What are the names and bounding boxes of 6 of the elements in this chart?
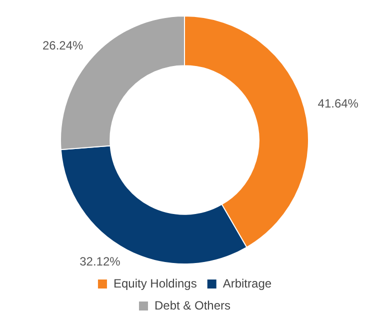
data-label: 41.64% [318,96,359,110]
legend-label: Arbitrage [222,276,272,290]
legend-label: Debt & Others [154,298,231,312]
legend-label: Equity Holdings [113,276,197,290]
data-label: 32.12% [80,254,121,268]
data-label: 26.24% [42,38,84,53]
